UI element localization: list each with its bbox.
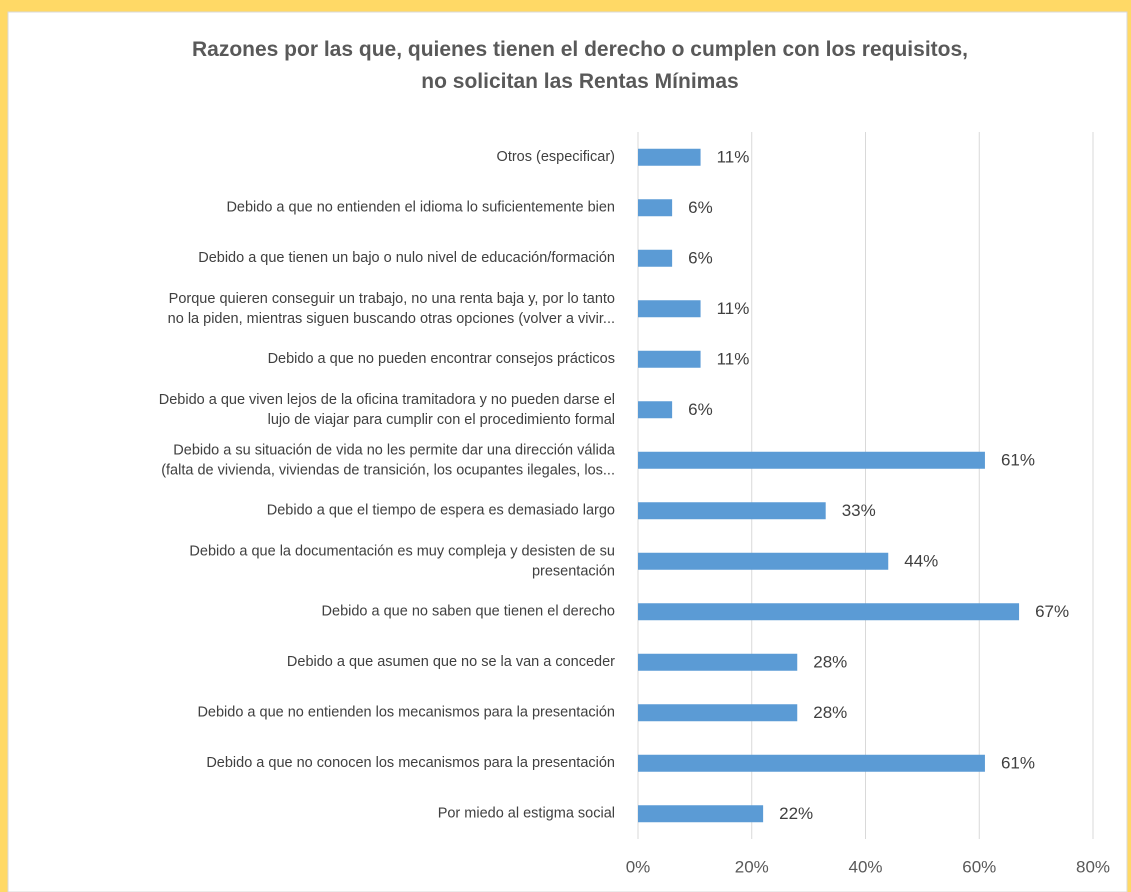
bar — [638, 199, 673, 217]
category-label: Debido a su situación de vida no les per… — [161, 442, 616, 478]
category-label: Debido a que asumen que no se la van a c… — [287, 654, 615, 670]
category-label: Por miedo al estigma social — [438, 806, 615, 822]
value-label: 11% — [717, 148, 750, 167]
category-label: Debido a que no conocen los mecanismos p… — [206, 755, 615, 771]
category-label: Otros (especificar) — [497, 149, 615, 165]
value-label: 28% — [813, 653, 847, 672]
chart-title: Razones por las que, quienes tienen el d… — [192, 38, 968, 93]
bar — [638, 148, 701, 166]
value-label: 67% — [1035, 602, 1069, 621]
bar — [638, 805, 764, 823]
value-label: 44% — [904, 552, 938, 571]
value-label: 11% — [717, 299, 750, 318]
category-label: Debido a que no saben que tienen el dere… — [322, 604, 615, 620]
bar — [638, 451, 985, 469]
x-tick-label: 80% — [1076, 857, 1110, 876]
value-label: 28% — [813, 703, 847, 722]
category-label: Debido a que el tiempo de espera es dema… — [267, 503, 615, 519]
x-tick-label: 0% — [626, 857, 651, 876]
value-label: 61% — [1001, 754, 1035, 773]
bar — [638, 552, 889, 570]
x-tick-label: 20% — [735, 857, 769, 876]
value-label: 6% — [688, 198, 713, 217]
category-label: Debido a que viven lejos de la oficina t… — [159, 392, 615, 428]
bar — [638, 401, 673, 419]
value-label: 33% — [842, 501, 876, 520]
category-label: Porque quieren conseguir un trabajo, no … — [168, 291, 615, 327]
bar — [638, 704, 798, 722]
bar — [638, 653, 798, 671]
x-tick-label: 60% — [962, 857, 996, 876]
category-label: Debido a que no pueden encontrar consejo… — [268, 351, 615, 367]
category-label: Debido a que no entienden los mecanismos… — [197, 705, 615, 721]
bar — [638, 603, 1020, 621]
bar — [638, 300, 701, 318]
value-label: 22% — [779, 804, 813, 823]
bar — [638, 350, 701, 368]
category-label: Debido a que tienen un bajo o nulo nivel… — [198, 250, 615, 266]
x-tick-label: 40% — [848, 857, 882, 876]
category-label: Debido a que no entienden el idioma lo s… — [226, 200, 615, 216]
value-label: 61% — [1001, 451, 1035, 470]
value-label: 11% — [717, 350, 750, 369]
value-label: 6% — [688, 249, 713, 268]
bar — [638, 249, 673, 267]
bar — [638, 754, 985, 772]
bar — [638, 502, 826, 520]
value-label: 6% — [688, 400, 713, 419]
category-label: Debido a que la documentación es muy com… — [189, 543, 615, 579]
